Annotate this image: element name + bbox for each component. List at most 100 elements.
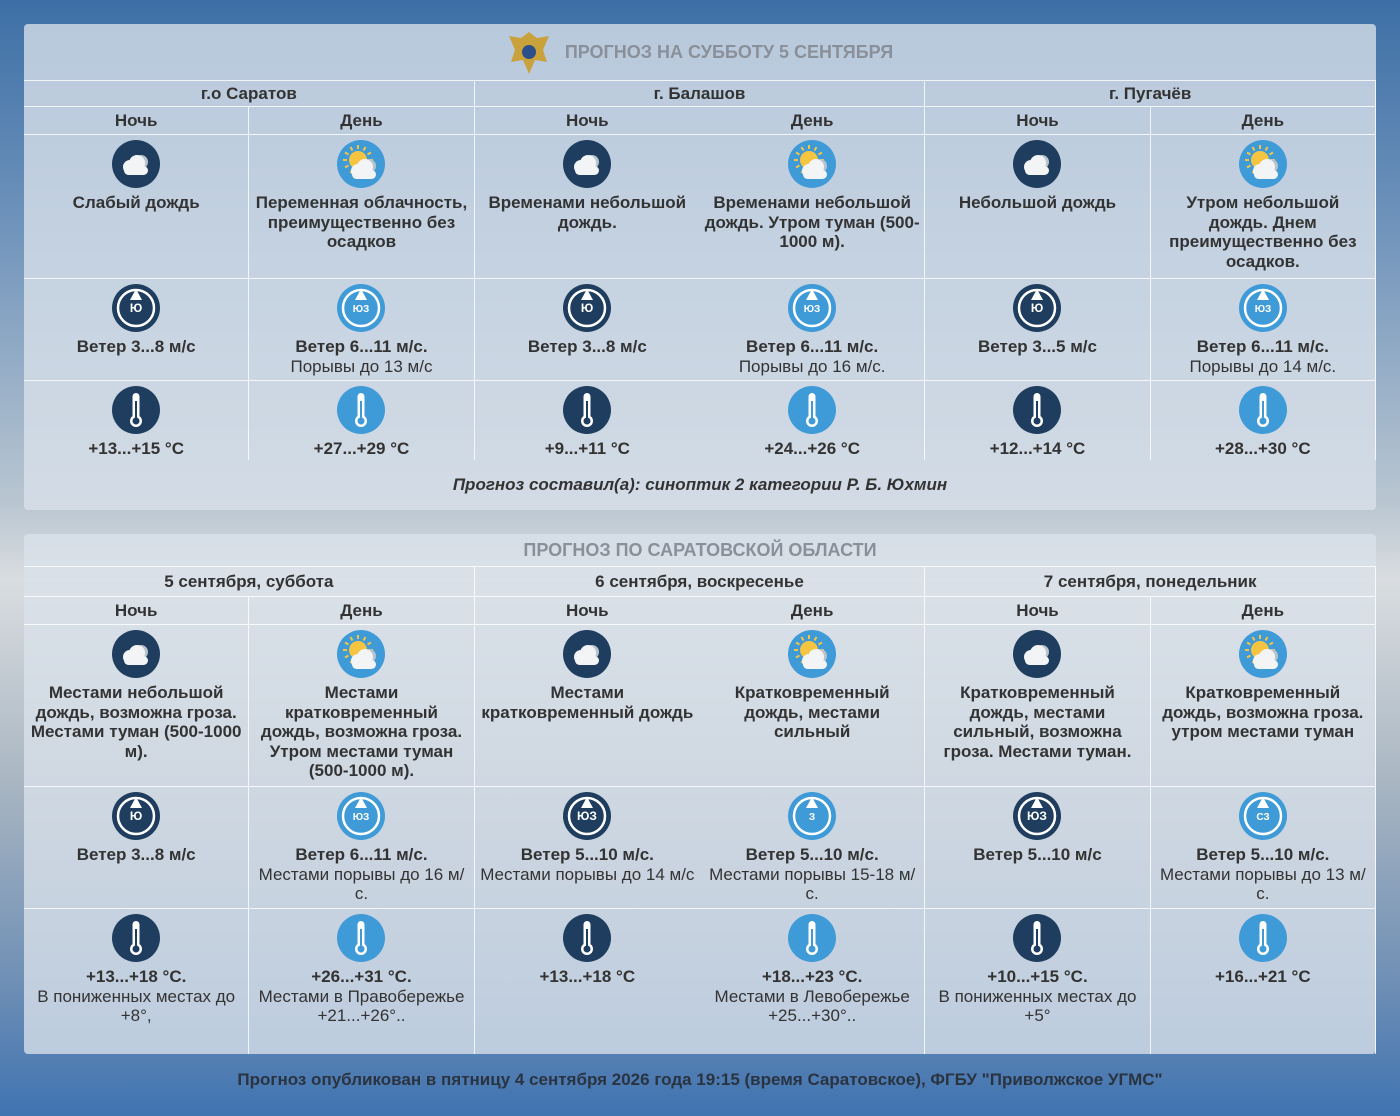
forecast-panel: ПРОГНОЗ ПО САРАТОВСКОЙ ОБЛАСТИ 5 сентября… <box>24 534 1376 1054</box>
weather-description: Небольшой дождь <box>958 193 1117 212</box>
wind-gusts: Местами порывы 15-18 м/с. <box>709 864 916 904</box>
wind-direction: ЮЗ <box>353 812 370 823</box>
footer: Прогноз опубликован в пятницу 4 сентября… <box>237 1070 1163 1089</box>
wind-icon: ЮЗ <box>337 792 386 840</box>
temp-cell: +13...+18 °C. В пониженных местах до +8°, <box>24 908 250 1054</box>
column-header: 5 сентября, суббота <box>24 566 475 596</box>
weather-icon <box>1013 140 1062 188</box>
wind-gusts: Местами порывы до 14 м/с <box>480 864 695 884</box>
wind-speed: Ветер 6...11 м/с. <box>746 337 879 356</box>
wind-gusts: Порывы до 16 м/с. <box>738 356 886 376</box>
temperature: +26...+31 °C. <box>311 967 412 986</box>
wind-cell: ЮЗ Ветер 6...11 м/с. Порывы до 14 м/с. <box>1150 278 1376 380</box>
temp-cell: +10...+15 °C. В пониженных местах до +5° <box>925 908 1151 1054</box>
period-label: Ночь <box>925 106 1151 134</box>
temp-cell: +13...+18 °C <box>474 908 700 1054</box>
thermometer-icon <box>788 914 837 962</box>
wind-speed: Ветер 3...5 м/с <box>978 337 1097 356</box>
thermometer-icon <box>112 386 161 434</box>
period-label: День <box>699 106 926 134</box>
temperature-note: Местами в Правобережье +21...+26°.. <box>258 986 465 1026</box>
weather-cell: Временами небольшой дождь. <box>474 134 700 278</box>
weather-description: Временами небольшой дождь. Утром туман (… <box>704 193 920 251</box>
thermometer-icon <box>1238 914 1287 962</box>
forecast-table: 5 сентября, суббота 6 сентября, воскресен… <box>24 566 1376 1054</box>
period-label: Ночь <box>24 596 250 624</box>
temp-cell: +12...+14 °C <box>925 380 1151 460</box>
wind-gusts: Порывы до 14 м/с. <box>1189 356 1337 376</box>
temperature: +13...+18 °C <box>539 967 636 986</box>
wind-cell: ЮЗ Ветер 6...11 м/с. Порывы до 16 м/с. <box>699 278 926 380</box>
wind-icon: ЮЗ <box>1238 284 1287 332</box>
temperature-note: В пониженных местах до +5° <box>938 986 1137 1026</box>
wind-cell: Ю Ветер 3...8 м/с <box>474 278 700 380</box>
temperature: +9...+11 °C <box>544 439 630 458</box>
wind-speed: Ветер 6...11 м/с. <box>295 845 428 864</box>
temp-cell: +24...+26 °C <box>699 380 926 460</box>
thermometer-icon <box>337 914 386 962</box>
temp-cell: +28...+30 °C <box>1150 380 1376 460</box>
wind-icon: Ю <box>112 792 161 840</box>
wind-speed: Ветер 5...10 м/с <box>973 845 1102 864</box>
wind-speed: Ветер 5...10 м/с. <box>1196 845 1330 864</box>
column-header: 7 сентября, понедельник <box>925 566 1376 596</box>
wind-gusts: Местами порывы до 13 м/с. <box>1159 864 1366 904</box>
thermometer-icon <box>1013 386 1062 434</box>
wind-cell: ЮЗ Ветер 5...10 м/с. Местами порывы до 14 … <box>474 786 700 908</box>
wind-speed: Ветер 3...8 м/с <box>527 337 647 356</box>
weather-description: Местами кратковременный дождь, возможна … <box>260 683 463 780</box>
temperature: +13...+15 °C <box>88 439 184 458</box>
column-header: г. Балашов <box>474 80 926 106</box>
wind-speed: Ветер 3...8 м/с <box>76 845 196 864</box>
wind-icon: ЮЗ <box>563 792 612 840</box>
period-label: Ночь <box>474 106 700 134</box>
weather-icon <box>563 140 612 188</box>
wind-direction: Ю <box>1031 301 1043 315</box>
temperature: +10...+15 °C. <box>987 967 1088 986</box>
thermometer-icon <box>112 914 161 962</box>
period-label: День <box>1150 106 1376 134</box>
thermometer-icon <box>1238 386 1287 434</box>
column-header: г. Пугачёв <box>925 80 1376 106</box>
temperature-note: В пониженных местах до +8°, <box>37 986 236 1026</box>
thermometer-icon <box>1013 914 1062 962</box>
temp-cell: +27...+29 °C <box>249 380 475 460</box>
temperature: +28...+30 °C <box>1214 439 1311 458</box>
weather-icon <box>112 140 161 188</box>
weather-icon <box>788 630 837 678</box>
period-label: Ночь <box>925 596 1151 624</box>
temperature: +27...+29 °C <box>313 439 410 458</box>
weather-description: Временами небольшой дождь. <box>488 193 687 232</box>
weather-description: Утром небольшой дождь. Днем преимуществе… <box>1169 193 1357 271</box>
wind-direction: ЮЗ <box>1255 304 1272 315</box>
wind-cell: ЮЗ Ветер 5...10 м/с <box>925 786 1151 908</box>
wind-icon: СЗ <box>1238 792 1287 840</box>
thermometer-icon <box>788 386 837 434</box>
wind-direction: З <box>809 812 815 823</box>
wind-cell: Ю Ветер 3...5 м/с <box>925 278 1151 380</box>
thermometer-icon <box>563 914 612 962</box>
temperature: +18...+23 °C. <box>761 967 863 986</box>
weather-cell: Местами небольшой дождь, возможна гроза.… <box>24 624 250 786</box>
wind-icon: Ю <box>1013 284 1062 332</box>
period-label: Ночь <box>474 596 700 624</box>
weather-cell: Кратковременный дождь, местами сильный, … <box>925 624 1151 786</box>
wind-cell: З Ветер 5...10 м/с. Местами порывы 15-18 м… <box>699 786 926 908</box>
wind-icon: ЮЗ <box>1013 792 1062 840</box>
wind-cell: Ю Ветер 3...8 м/с <box>24 278 250 380</box>
weather-icon <box>788 140 837 188</box>
wind-speed: Ветер 6...11 м/с. <box>295 337 428 356</box>
period-label: День <box>249 596 475 624</box>
period-label: Ночь <box>24 106 250 134</box>
weather-icon <box>337 140 386 188</box>
weather-cell: Утром небольшой дождь. Днем преимуществе… <box>1150 134 1376 278</box>
weather-icon <box>1238 630 1287 678</box>
temp-cell: +26...+31 °C. Местами в Правобережье +21.… <box>249 908 475 1054</box>
wind-speed: Ветер 5...10 м/с. <box>520 845 654 864</box>
weather-cell: Временами небольшой дождь. Утром туман (… <box>699 134 926 278</box>
wind-direction: Ю <box>581 301 593 315</box>
wind-direction: СЗ <box>1256 812 1269 823</box>
weather-icon <box>1238 140 1287 188</box>
column-header: г.о Саратов <box>24 80 475 106</box>
